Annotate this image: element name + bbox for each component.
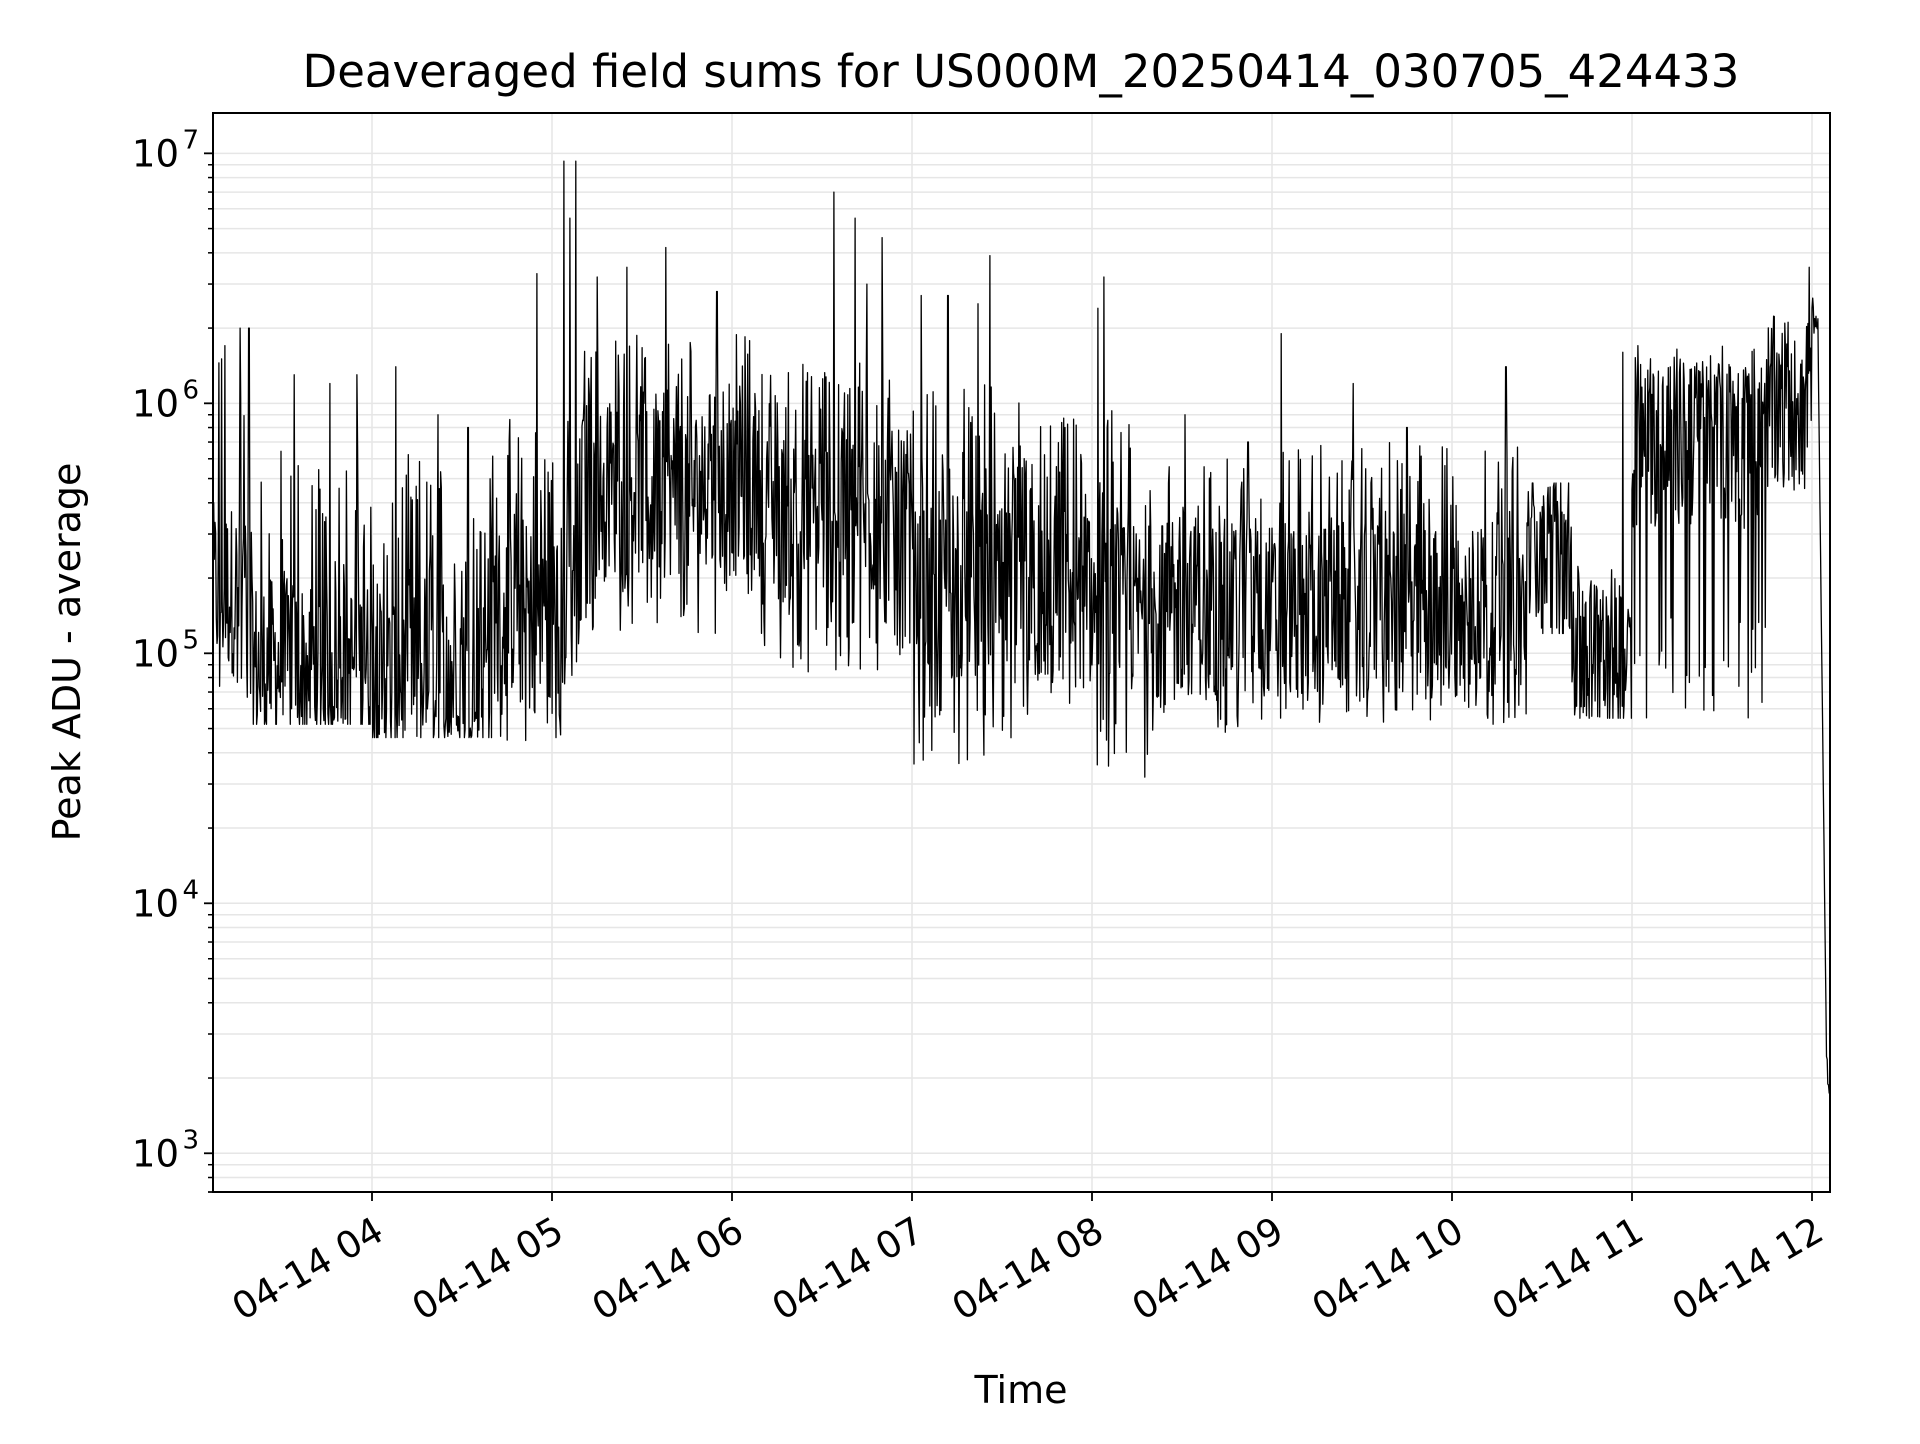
y-tick-label: 10 [132, 632, 179, 675]
y-tick-exponent: 7 [182, 125, 199, 155]
y-tick-exponent: 3 [182, 1125, 199, 1155]
y-tick-label: 10 [132, 1132, 179, 1175]
y-tick-exponent: 6 [182, 375, 199, 405]
data-layer [212, 160, 1831, 1094]
chart-title: Deaveraged field sums for US000M_2025041… [303, 45, 1740, 98]
y-tick-label: 10 [132, 132, 179, 175]
y-tick-label: 10 [132, 382, 179, 425]
y-tick-exponent: 5 [182, 625, 199, 655]
y-tick-label: 10 [132, 882, 179, 925]
x-axis-label: Time [974, 1368, 1068, 1412]
y-axis-label: Peak ADU - average [45, 463, 89, 842]
series-line [212, 160, 1831, 1094]
y-tick-exponent: 4 [182, 875, 199, 905]
